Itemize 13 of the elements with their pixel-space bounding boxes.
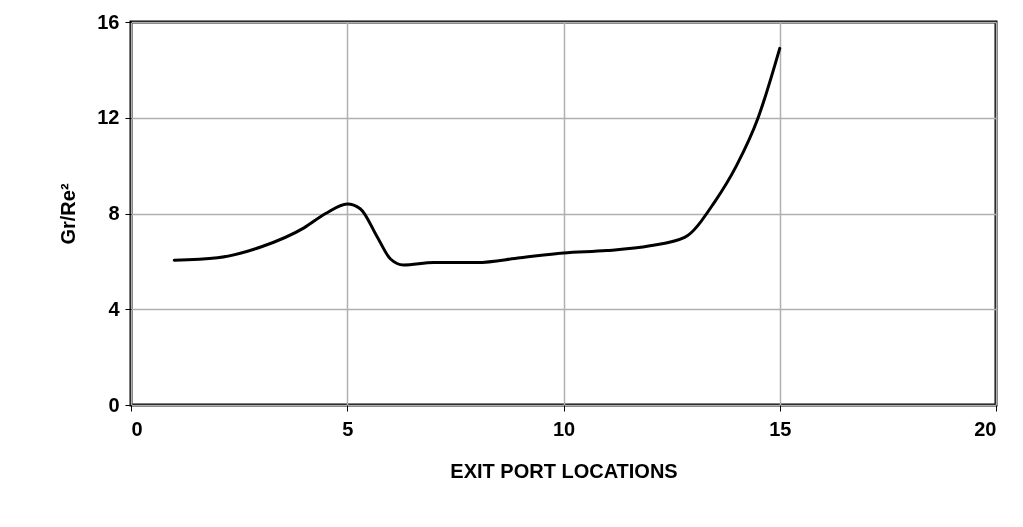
x-tick-label: 10	[552, 417, 576, 440]
y-tick-label: 8	[108, 202, 120, 224]
x-tick-label: 15	[769, 417, 792, 440]
y-tick-label: 16	[97, 10, 120, 33]
y-tick-label: 4	[108, 297, 121, 320]
line-series	[172, 46, 782, 267]
x-axis-title: EXIT PORT LOCATIONS	[450, 459, 678, 482]
y-axis-title: Gr/Re²	[57, 183, 80, 245]
y-tick-label: 0	[108, 393, 120, 416]
x-tick-label: 0	[131, 417, 143, 440]
y-tick-label: 12	[97, 106, 120, 129]
x-tick-label: 20	[974, 417, 997, 440]
x-tick-label: 5	[342, 417, 354, 440]
